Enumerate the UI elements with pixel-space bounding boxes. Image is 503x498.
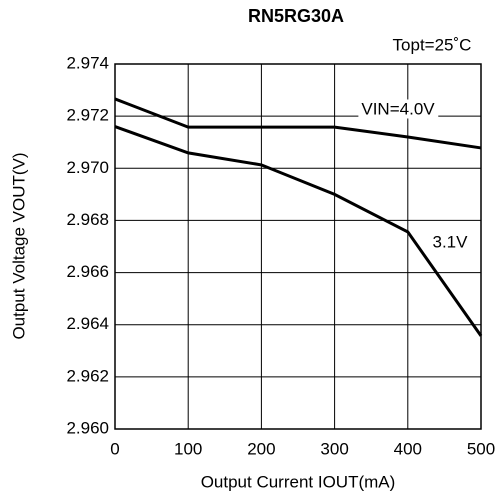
plot-frame [114, 63, 482, 430]
x-tick-label: 300 [320, 439, 348, 458]
y-tick-label: 2.964 [66, 314, 109, 333]
annotation: Topt=25˚C [393, 35, 472, 54]
chart-title: RN5RG30A [248, 6, 344, 26]
series-label: 3.1V [433, 232, 469, 251]
x-tick-label: 0 [110, 439, 119, 458]
series-label-bg [429, 232, 472, 252]
x-tick-label: 400 [394, 439, 422, 458]
x-tick-label: 100 [174, 439, 202, 458]
y-tick-label: 2.972 [66, 106, 109, 125]
series-line [114, 125, 483, 337]
y-tick-label: 2.960 [66, 418, 109, 437]
y-tick-label: 2.962 [66, 366, 109, 385]
x-tick-label: 500 [467, 439, 495, 458]
x-axis-label: Output Current IOUT(mA) [201, 472, 396, 491]
series-line [114, 97, 482, 150]
y-tick-label: 2.970 [66, 158, 109, 177]
y-tick-label: 2.974 [66, 53, 109, 72]
y-tick-label: 2.966 [66, 262, 109, 281]
y-axis-label: Output Voltage VOUT(V) [9, 152, 28, 339]
x-tick-label: 200 [247, 439, 275, 458]
series-label: VIN=4.0V [361, 99, 435, 118]
y-tick-label: 2.968 [66, 210, 109, 229]
series-label-bg [358, 99, 439, 119]
